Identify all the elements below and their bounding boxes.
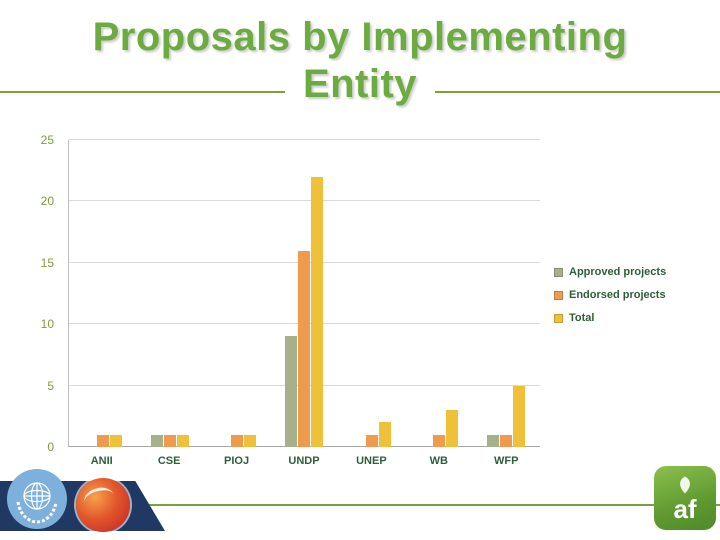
bar-group-wfp [473, 140, 540, 447]
x-axis-label: WB [429, 455, 448, 467]
af-logo-text: af [673, 493, 697, 524]
bar [150, 434, 163, 447]
bar [244, 434, 257, 447]
y-tick-label: 5 [47, 378, 54, 393]
y-tick-label: 10 [40, 317, 54, 332]
y-tick-label: 25 [40, 133, 54, 147]
bar-group-wb [405, 140, 472, 447]
bar [231, 434, 244, 447]
legend-item: Endorsed projects [554, 289, 666, 301]
footer-rule [0, 504, 720, 506]
x-axis-label: UNEP [356, 455, 387, 467]
legend-label: Endorsed projects [569, 289, 666, 301]
x-axis-label: CSE [157, 455, 181, 467]
legend-swatch [554, 313, 563, 323]
bar [500, 434, 513, 447]
bar [433, 434, 446, 447]
y-tick-label: 0 [47, 440, 54, 454]
chart-legend: Approved projects Endorsed projects Total [554, 266, 666, 335]
un-logo [6, 468, 68, 530]
gridline [69, 139, 540, 140]
bar-group-undp [271, 140, 338, 447]
bar [378, 422, 391, 447]
bar [311, 176, 324, 447]
title-line-2: Entity [284, 61, 436, 109]
bar-groups [69, 140, 540, 447]
legend-label: Total [569, 312, 595, 324]
bar [446, 410, 459, 447]
legend-label: Approved projects [569, 266, 667, 278]
legend-item: Approved projects [554, 266, 666, 278]
bar [176, 434, 189, 447]
title-line-1: Proposals by Implementing [92, 15, 628, 59]
x-axis-label: UNDP [288, 455, 320, 467]
legend-item: Total [554, 312, 666, 324]
bar-group-unep [338, 140, 405, 447]
bar-chart [68, 139, 540, 447]
bar [365, 434, 378, 447]
bar [298, 250, 311, 447]
y-tick-label: 15 [40, 255, 54, 270]
bar [109, 434, 122, 447]
x-axis-label: PIOJ [224, 455, 250, 467]
un-emblem-icon [7, 469, 67, 529]
legend-swatch [554, 267, 563, 277]
y-axis-labels: 0 5 10 15 20 25 [28, 133, 60, 454]
plot-area [68, 139, 540, 447]
x-axis-label: WFP [494, 455, 519, 467]
bar [163, 434, 176, 447]
adaptation-fund-logo: af [654, 466, 716, 530]
gridline [69, 200, 540, 202]
bar-group-pioj [204, 140, 271, 447]
x-axis-labels: ANII CSE PIOJ UNDP UNEP WB WFP [68, 455, 540, 467]
bar [96, 434, 109, 447]
y-tick-label: 20 [40, 194, 54, 209]
page-title: Proposals by Implementing Entity [0, 14, 720, 109]
bar-group-anii [69, 140, 136, 447]
leaf-icon [675, 475, 695, 495]
x-axis-label: ANII [90, 455, 113, 467]
legend-swatch [554, 290, 563, 300]
globe-logo [76, 478, 130, 532]
bar [513, 385, 526, 447]
bar-group-cse [136, 140, 203, 447]
bar [285, 336, 298, 447]
bar [487, 434, 500, 447]
